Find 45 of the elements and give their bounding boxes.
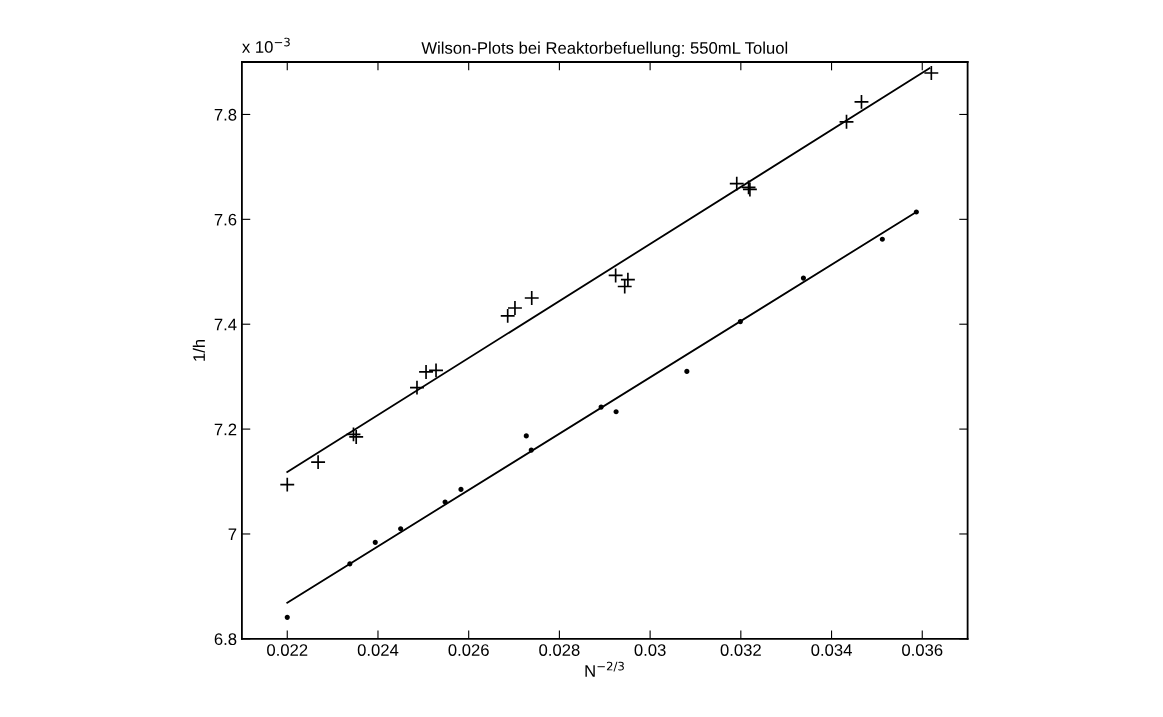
chart-title: Wilson-Plots bei Reaktorbefuellung: 550mL Toluol [421,41,788,58]
y-axis-title: 1/h [192,339,206,361]
point [347,561,353,567]
y-tick-label: 7.8 [214,108,237,121]
y-tick-label: 7 [228,528,237,541]
y-tick-label: 6.8 [214,633,237,646]
y-tick-label: 7.4 [214,318,237,331]
point [598,404,604,410]
point [800,275,806,281]
text: x 10$^{−3}$ [242,37,290,53]
point [607,267,624,284]
point [528,447,534,453]
point [838,114,855,130]
x-tick-label: 0.028 [539,644,580,656]
point [310,454,326,470]
x-tick-label: 0.024 [357,644,399,656]
point [913,209,919,215]
x-axis-title: N$^{−2/3}$ [585,661,624,677]
point [620,271,636,288]
point [728,175,745,192]
point [879,236,885,242]
point [684,368,690,374]
point [418,364,434,380]
point [458,486,464,492]
x-tick-label: 0.034 [811,644,852,656]
x-tick-label: 0.022 [267,644,308,656]
y-tick-label: 7.2 [214,423,237,436]
x-tick-label: 0.026 [448,644,489,656]
point [616,278,633,295]
point [853,94,870,110]
x-tick-label: 0.03 [634,644,666,656]
point [398,526,404,532]
point [442,499,448,505]
point [523,433,529,439]
point [428,362,444,379]
point [372,539,378,545]
y-tick-label: 7.6 [214,213,237,226]
point [613,409,619,415]
x-tick-label: 0.036 [902,644,943,656]
point [523,290,540,306]
point [279,476,296,493]
point [284,614,290,620]
x-tick-label: 0.032 [720,644,761,656]
point [737,319,743,325]
point [409,379,425,396]
